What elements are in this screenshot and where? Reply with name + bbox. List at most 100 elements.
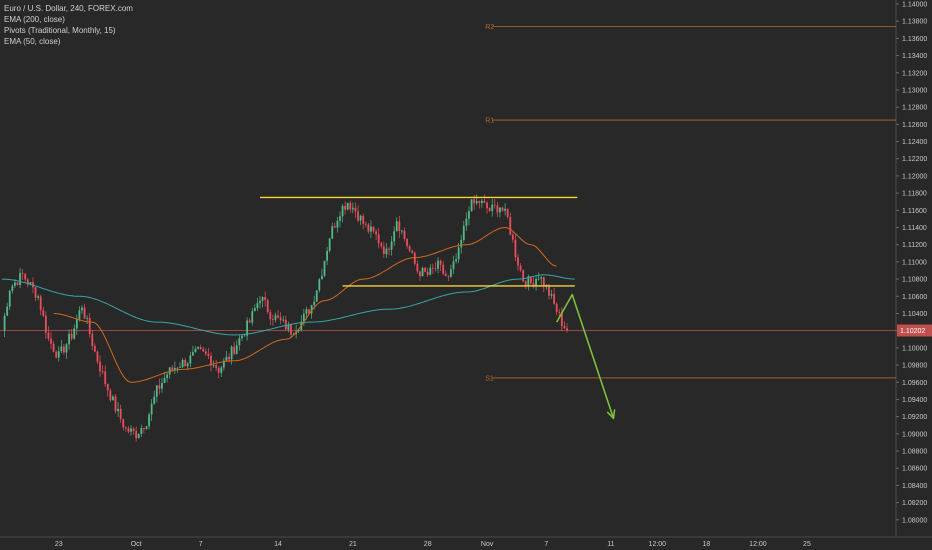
candle-body [310,304,313,314]
projection-arrow[interactable] [556,293,615,419]
chart-legend: Euro / U.S. Dollar, 240, FOREX.com EMA (… [4,3,133,47]
candle-body [171,367,174,370]
candle-body [359,215,362,221]
candle-body [457,247,460,260]
candle-body [563,325,566,329]
candle-body [491,204,494,211]
candle-body [137,433,140,439]
y-tick-label: 1.14000 [902,2,927,9]
candle-body [424,267,427,272]
x-tick-label: 7 [544,541,548,548]
candle-body [416,263,419,272]
y-tick-label: 1.10800 [902,277,927,284]
y-tick-label: 1.08400 [902,483,927,490]
candle-body [486,202,488,209]
candle-body [96,351,99,362]
candle-body [511,234,514,240]
candle-body [241,335,243,339]
candle-body [351,207,354,210]
candle-body [259,300,261,304]
candle-body [517,257,519,266]
legend-pivots[interactable]: Pivots (Traditional, Monthly, 15) [4,26,116,35]
candle-body [488,208,491,211]
candle-body [63,346,65,353]
arrow-head-icon [606,409,616,420]
candle-body [176,367,179,369]
candle-body [290,324,292,335]
candle-body [560,312,563,326]
x-tick-label: Oct [131,541,142,548]
candle-body [148,414,150,427]
candle-body [161,383,163,389]
candle-body [70,333,73,339]
candle-body [217,367,220,373]
candle-body [501,207,504,211]
candle-body [124,427,127,429]
candle-body [395,221,398,232]
candle-body [558,311,561,313]
candle-body [181,359,184,368]
candle-body [101,371,104,373]
candle-body [222,360,225,368]
candle-body [519,265,522,271]
candle-body [135,430,138,439]
candle-body [321,275,323,280]
candle-body [215,365,218,368]
candle-body [47,332,50,339]
current-price-tag [897,324,932,337]
candle-body [253,308,256,312]
candle-body [279,317,282,321]
y-tick-label: 1.09000 [902,431,927,438]
candle-body [292,334,295,335]
candle-body [75,319,78,329]
candle-body [29,282,32,285]
legend-title: Euro / U.S. Dollar, 240, FOREX.com [4,4,133,13]
pivot-label-s1: S1 [485,375,494,382]
candle-body [109,390,112,401]
candle-body [403,230,406,239]
candle-body [522,270,525,282]
candle-body [6,306,9,316]
y-tick-label: 1.13400 [902,53,927,60]
candle-body [140,427,143,434]
candle-body [266,300,269,313]
candle-body [385,248,388,255]
candle-body [380,243,383,247]
candle-body [426,271,429,275]
candle-body [527,276,530,287]
candle-body [50,338,52,344]
y-tick-label: 1.13600 [902,36,927,43]
candle-body [34,287,37,298]
candle-body [465,218,468,226]
candle-body [235,345,238,354]
candle-body [349,202,352,210]
candle-body [186,363,189,367]
candle-body [447,275,450,277]
candle-body [302,313,305,322]
candle-body [65,344,68,353]
candle-body [566,328,568,331]
legend-ema50[interactable]: EMA (50, close) [4,37,61,46]
candle-body [364,223,367,225]
candle-body [24,273,27,280]
candle-body [91,333,94,346]
candle-body [251,311,254,323]
candle-body [370,226,372,232]
candle-body [261,297,264,301]
candle-body [455,259,457,262]
candle-body [11,285,14,291]
candle-body [246,320,248,336]
candle-body [155,385,158,397]
candle-body [462,225,465,240]
y-tick-label: 1.09400 [902,397,927,404]
candle-body [460,239,463,248]
candle-body [68,333,70,345]
candle-body [145,426,148,430]
candle-body [153,396,156,404]
legend-ema200[interactable]: EMA (200, close) [4,15,65,24]
candle-body [548,284,550,296]
candle-body [163,378,166,384]
candle-body [104,371,107,385]
candle-body [339,216,341,221]
